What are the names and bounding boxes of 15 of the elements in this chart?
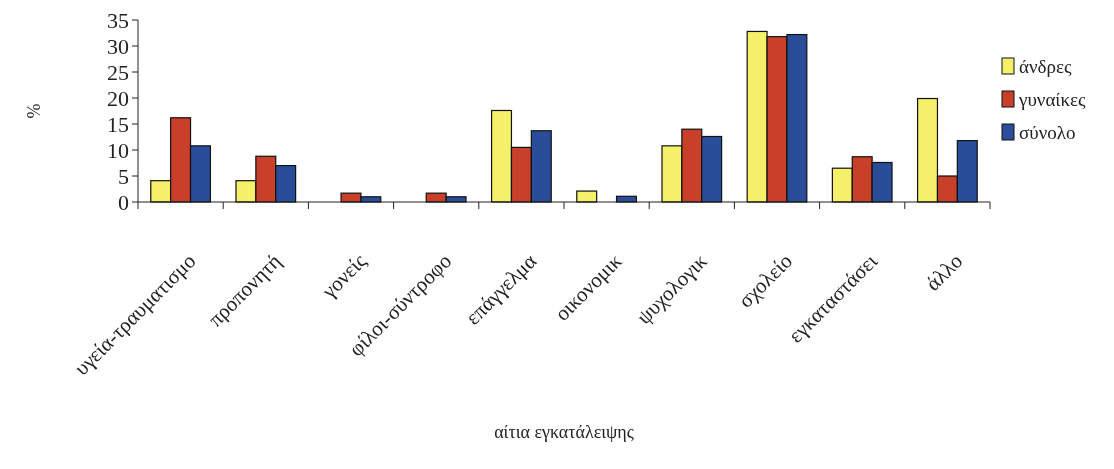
x-tick-label: άλλο [920,248,968,296]
y-tick-label: 15 [107,111,129,137]
legend-label: σύνολο [1019,121,1076,143]
bar [576,190,598,203]
y-tick-label: 0 [118,189,129,215]
y-tick-label: 5 [118,163,129,189]
y-tick-label: 10 [107,137,129,163]
y-tick-label: 30 [107,33,129,59]
y-tick-label: 25 [107,59,129,85]
y-tick-label: 35 [107,7,129,33]
x-axis-title: αίτια εγκατάλειψης [494,422,634,442]
y-axis-title: % [24,103,44,119]
legend-label: άνδρες [1019,55,1072,77]
legend-label: γυναίκες [1018,88,1087,110]
y-tick-label: 20 [107,85,129,111]
